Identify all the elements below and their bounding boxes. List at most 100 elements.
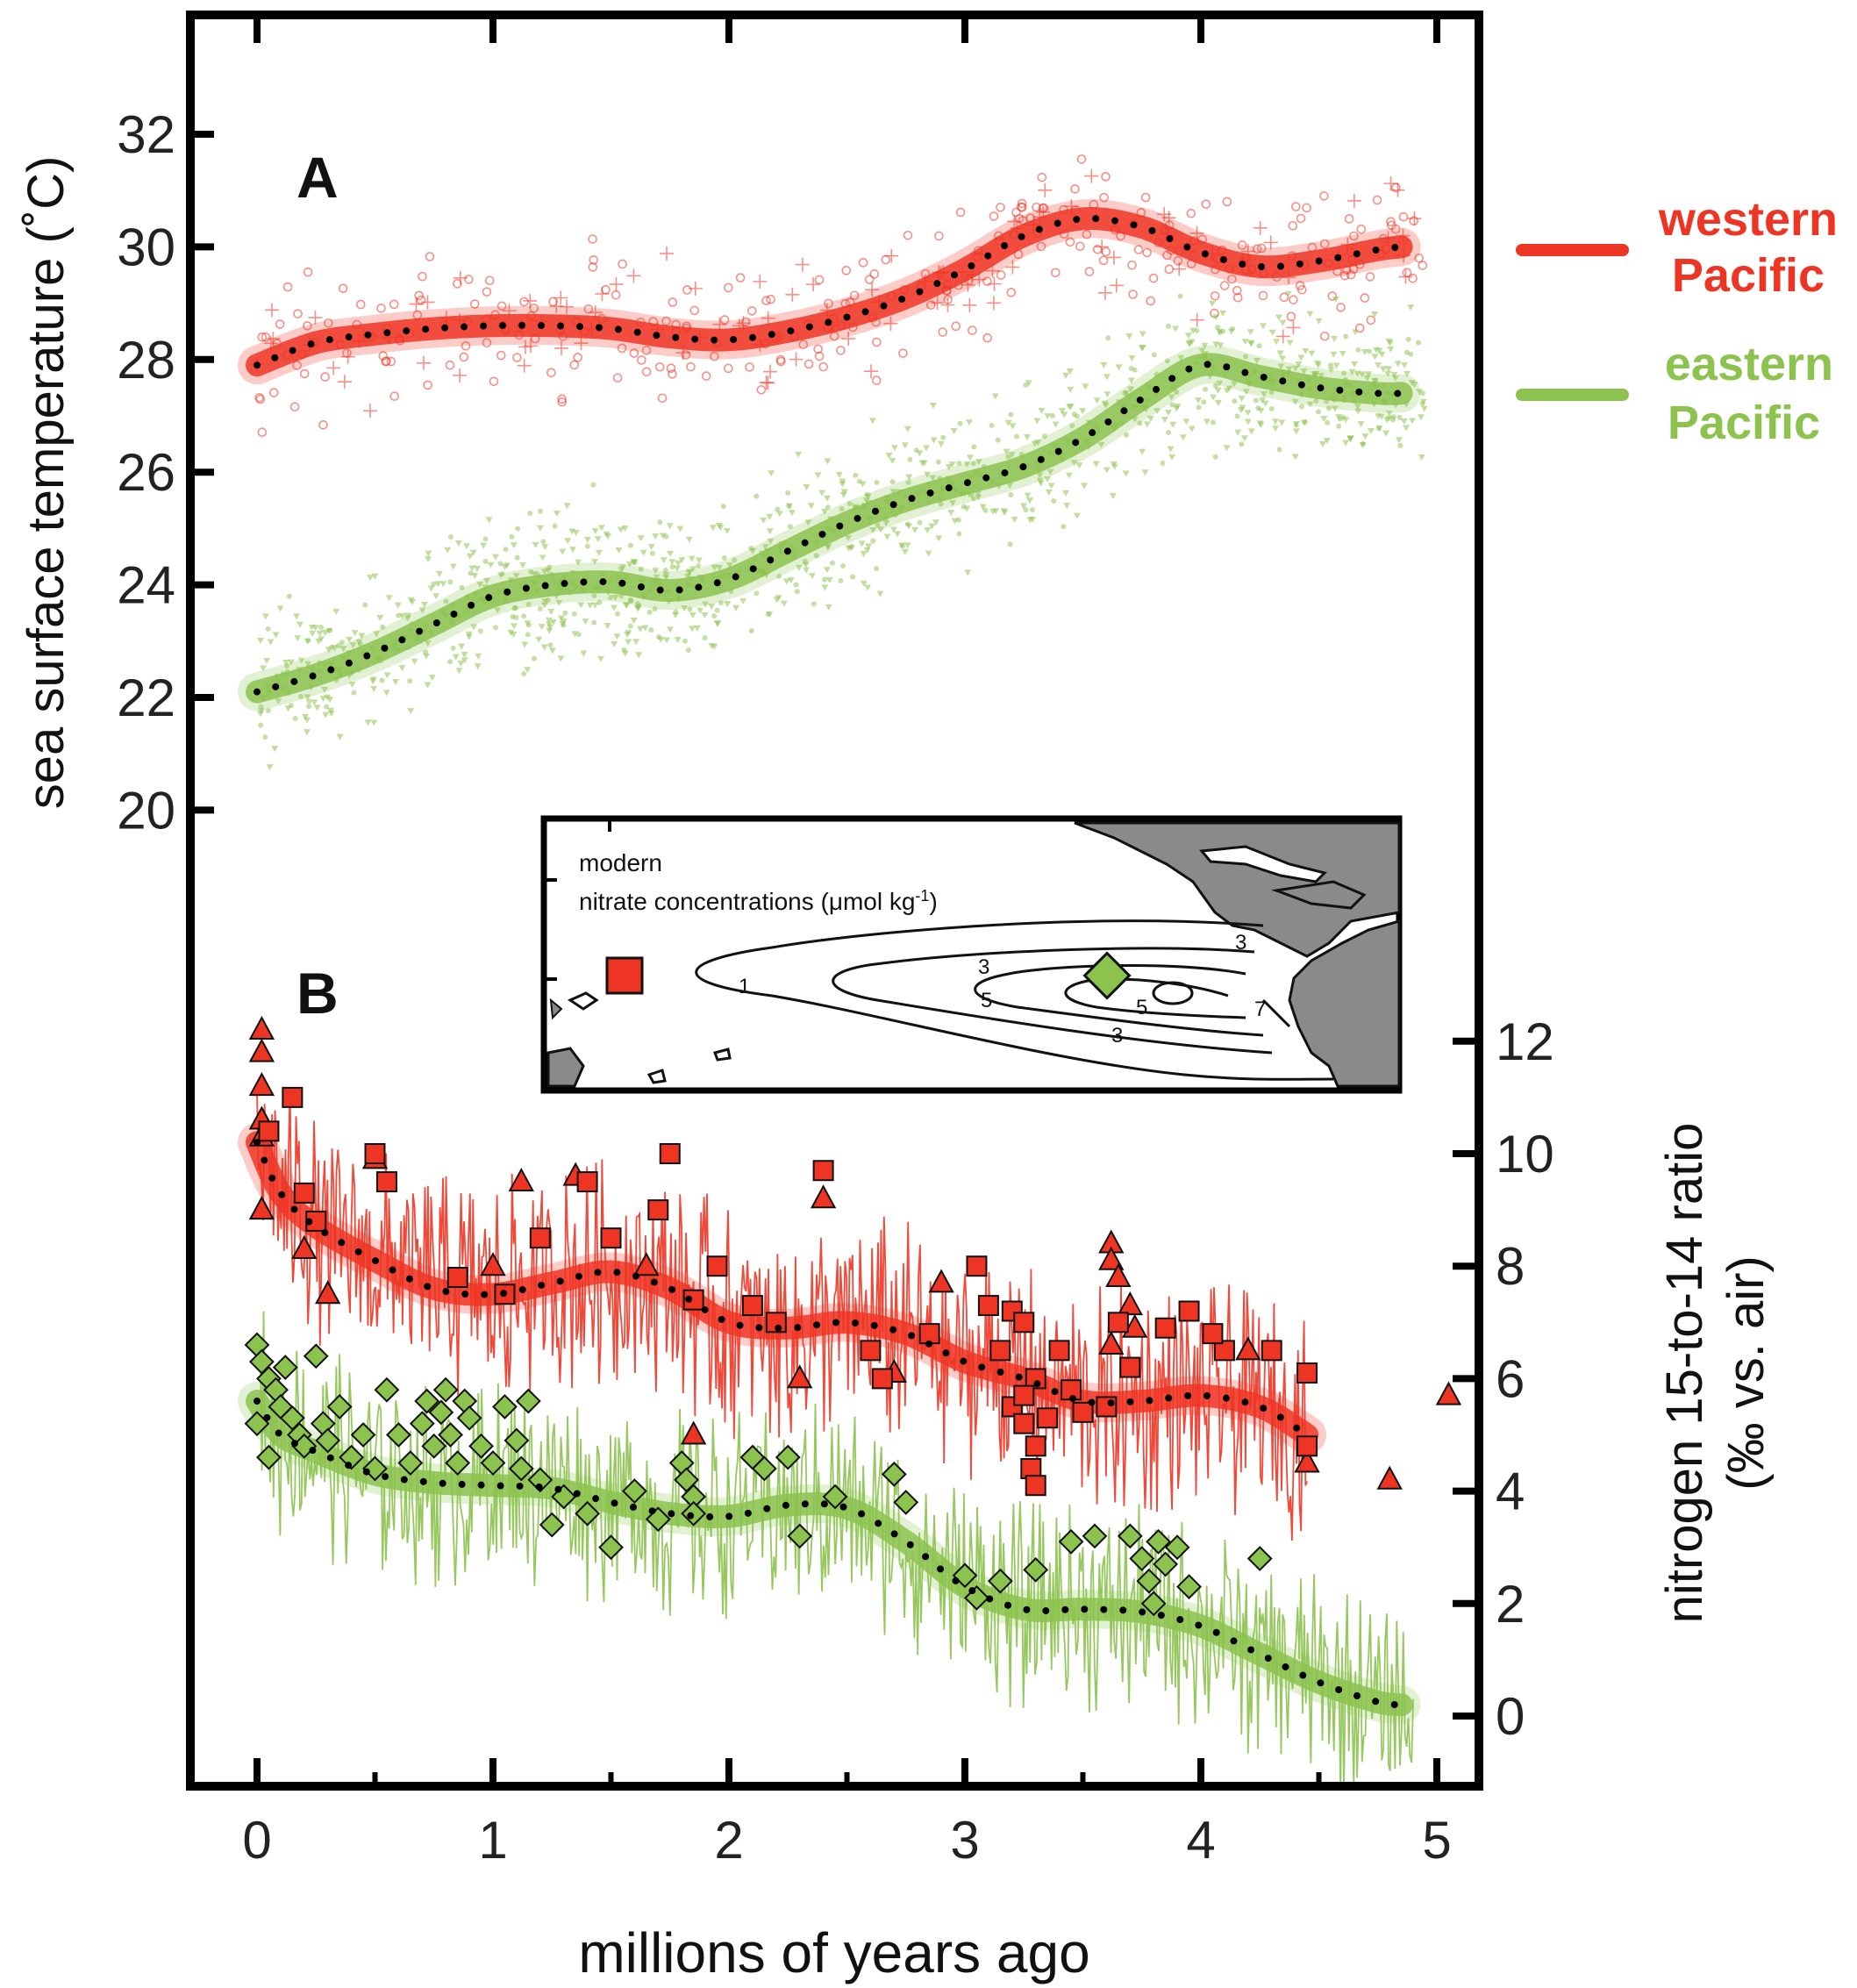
cuba-island xyxy=(1199,845,1327,883)
east-sst-point xyxy=(1258,397,1266,404)
west-sst-point xyxy=(626,268,641,283)
east-sst-point xyxy=(1268,329,1276,336)
west-sst-point xyxy=(869,269,879,279)
east-sst-point xyxy=(622,602,630,609)
west-sst-point xyxy=(938,327,947,337)
east-sst-dotted-line xyxy=(254,361,1405,696)
east-sst-point xyxy=(685,569,693,576)
east-sst-point xyxy=(945,464,953,471)
east-sst-point xyxy=(287,659,295,666)
west-sst-point xyxy=(1186,209,1196,218)
east-sst-point xyxy=(673,565,681,572)
east-sst-point xyxy=(1331,336,1339,343)
west-sst-point xyxy=(1319,239,1330,249)
west-sst-point xyxy=(968,325,977,335)
contour-label-5a: 5 xyxy=(981,989,992,1012)
east-sst-point xyxy=(1391,375,1399,383)
east-sst-point xyxy=(349,642,357,649)
west-nitrogen-square xyxy=(1025,1475,1046,1497)
east-sst-point xyxy=(1342,417,1350,424)
east-sst-point xyxy=(1313,397,1319,404)
east-sst-point xyxy=(1127,377,1135,384)
east-sst-point xyxy=(1306,401,1314,408)
east-sst-point xyxy=(591,592,597,598)
west-sst-point xyxy=(588,262,598,272)
east-sst-point xyxy=(967,454,975,461)
east-sst-point xyxy=(982,507,989,513)
east-sst-point xyxy=(1110,461,1118,468)
east-sst-point xyxy=(1239,441,1245,447)
west-sst-point xyxy=(420,295,435,310)
east-sst-point xyxy=(875,522,881,528)
west-nitrogen-square xyxy=(682,1289,704,1311)
east-sst-point xyxy=(823,567,831,574)
east-sst-point xyxy=(282,659,290,666)
east-sst-point xyxy=(721,555,727,561)
west-sst-point xyxy=(865,282,880,297)
east-sst-point xyxy=(1161,417,1168,424)
east-sst-point xyxy=(662,575,670,582)
east-sst-point xyxy=(541,544,549,551)
east-sst-point xyxy=(594,536,602,543)
east-sst-point xyxy=(324,694,332,701)
west-sst-point xyxy=(1237,240,1247,250)
east-sst-point xyxy=(1210,419,1216,425)
west-sst-point xyxy=(1098,255,1109,266)
west-nitrogen-square xyxy=(659,1143,681,1164)
east-sst-point xyxy=(435,570,443,577)
east-sst-point xyxy=(739,597,747,604)
contour-label-3b: 3 xyxy=(1111,1024,1123,1048)
east-sst-point xyxy=(610,604,618,611)
west-sst-point xyxy=(557,397,568,407)
west-sst-point xyxy=(1038,182,1053,197)
west-sst-point xyxy=(554,290,568,305)
east-sst-point xyxy=(1066,404,1074,411)
y-tick-label-a: 20 xyxy=(117,781,175,840)
west-sst-point xyxy=(763,364,778,379)
east-nitrogen-diamond xyxy=(315,1427,341,1454)
east-sst-point xyxy=(732,557,738,563)
east-sst-point xyxy=(510,542,518,549)
west-nitrogen-triangle xyxy=(480,1252,506,1276)
east-sst-point xyxy=(447,579,454,585)
east-sst-point xyxy=(447,659,454,665)
east-sst-point xyxy=(1005,454,1011,460)
west-sst-point xyxy=(849,290,860,301)
east-sst-point xyxy=(1291,398,1299,405)
east-sst-point xyxy=(808,573,816,580)
east-sst-point xyxy=(911,526,919,533)
east-sst-point xyxy=(1033,418,1041,425)
west-nitrogen-square xyxy=(1072,1401,1094,1423)
east-sst-point xyxy=(597,525,605,532)
east-sst-point xyxy=(276,605,284,612)
east-sst-point xyxy=(1229,325,1235,332)
east-sst-point xyxy=(663,637,671,644)
west-sst-point xyxy=(1065,237,1075,247)
west-sst-point xyxy=(573,353,583,362)
east-sst-point xyxy=(521,613,527,619)
west-sst-point xyxy=(940,297,955,312)
east-nitrogen-diamond xyxy=(987,1568,1013,1594)
east-sst-point xyxy=(1093,397,1101,404)
panel-b-ylabel-line1: nitrogen 15-to-14 ratio xyxy=(1656,1123,1713,1624)
east-sst-point xyxy=(625,639,632,646)
east-sst-point xyxy=(991,393,999,400)
west-sst-point xyxy=(806,277,821,292)
west-nitrogen-square xyxy=(1213,1340,1235,1362)
west-sst-point xyxy=(1275,329,1290,344)
east-sst-point xyxy=(786,503,792,509)
east-sst-point xyxy=(632,639,640,646)
west-nitrogen-triangle xyxy=(1435,1381,1462,1405)
east-sst-point xyxy=(443,598,449,604)
east-sst-point xyxy=(795,451,803,458)
x-tick-label: 2 xyxy=(714,1811,743,1870)
east-sst-point xyxy=(540,644,548,651)
west-sst-point xyxy=(417,355,432,370)
east-sst-point xyxy=(1006,483,1014,490)
east-sst-point xyxy=(709,525,717,532)
west-nitrogen-triangle xyxy=(787,1364,813,1389)
east-nitrogen-diamond xyxy=(350,1422,376,1448)
east-sst-point xyxy=(1343,333,1349,340)
east-sst-point xyxy=(1214,387,1222,394)
east-sst-point xyxy=(284,705,292,712)
